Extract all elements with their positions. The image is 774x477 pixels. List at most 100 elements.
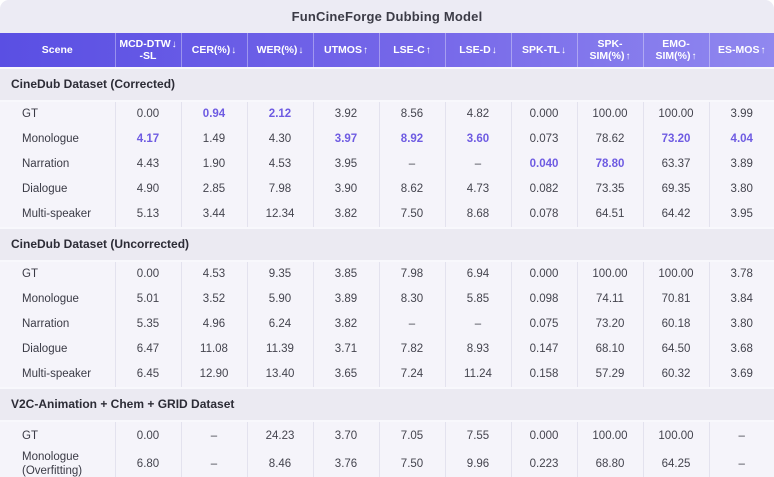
value-cell-spk-tl: 0.000 [510, 261, 577, 287]
value-cell-wer: 2.12 [246, 101, 313, 127]
value-cell-es-mos: 3.68 [708, 337, 774, 362]
value-cell-lse-d: 8.68 [444, 202, 511, 228]
value-cell-spk-tl: 0.098 [510, 287, 577, 312]
value-cell-mcd-dtw: 4.17 [114, 127, 181, 152]
value-cell-es-mos: 3.80 [708, 177, 774, 202]
col-header-label: Scene [41, 43, 73, 56]
value-cell-spk-tl: 0.147 [510, 337, 577, 362]
value-cell-spk-sim: 68.10 [576, 337, 643, 362]
value-cell-wer: 9.35 [246, 261, 313, 287]
value-cell-emo-sim: 64.42 [642, 202, 709, 228]
value-cell-es-mos: 3.78 [708, 261, 774, 287]
value-cell-spk-tl: 0.040 [510, 152, 577, 177]
value-cell-cer: 0.94 [180, 101, 247, 127]
col-header-spk-sim: SPK-SIM(%)↑ [576, 33, 643, 68]
value-cell-emo-sim: 60.18 [642, 312, 709, 337]
value-cell-wer: 6.24 [246, 312, 313, 337]
value-cell-utmos: 3.95 [312, 152, 379, 177]
section-header-label: V2C-Animation + Chem + GRID Dataset [0, 387, 774, 422]
col-header-label: UTMOS [324, 43, 362, 56]
value-cell-wer: 4.53 [246, 152, 313, 177]
value-cell-utmos: 3.89 [312, 287, 379, 312]
table-row-gt: GT 0.00 4.53 9.35 3.85 7.98 6.94 0.000 100.00 100… [0, 261, 774, 287]
value-cell-es-mos: 3.95 [708, 202, 774, 228]
value-cell-spk-tl: 0.000 [510, 101, 577, 127]
value-cell-lse-d: 7.55 [444, 421, 511, 450]
value-cell-emo-sim: 70.81 [642, 287, 709, 312]
value-cell-lse-c: 8.92 [378, 127, 445, 152]
value-cell-emo-sim: 100.00 [642, 261, 709, 287]
col-header-lse-c: LSE-C↑ [378, 33, 445, 68]
col-header-lse-d: LSE-D↓ [444, 33, 511, 68]
table-row-narration: Narration 5.35 4.96 6.24 3.82– –0.075 73.20 60.… [0, 312, 774, 337]
value-cell-lse-d: 8.93 [444, 337, 511, 362]
value-cell-utmos: 3.76 [312, 450, 379, 477]
scene-cell: Dialogue [0, 177, 115, 202]
section-header-label: CineDub Dataset (Uncorrected) [0, 227, 774, 262]
table-row-gt: GT 0.00–24.23 3.70 7.05 7.55 0.000 100.00 100.0… [0, 421, 774, 450]
value-cell-es-mos: 4.04 [708, 127, 774, 152]
table-row-monologue: Monologue 4.17 1.49 4.30 3.97 8.92 3.60 0.073 78… [0, 127, 774, 152]
value-cell-wer: 8.46 [246, 450, 313, 477]
value-cell-spk-tl: 0.075 [510, 312, 577, 337]
value-cell-utmos: 3.97 [312, 127, 379, 152]
table-row-dialogue: Dialogue 6.47 11.08 11.39 3.71 7.82 8.93 0.147 6… [0, 337, 774, 362]
value-cell-es-mos: – [708, 421, 774, 450]
value-cell-spk-tl: 0.073 [510, 127, 577, 152]
value-cell-spk-sim: 100.00 [576, 421, 643, 450]
page-title: FunCineForge Dubbing Model [291, 9, 483, 24]
scene-cell: Narration [0, 152, 115, 177]
col-header-label: SPK-TL [522, 43, 560, 56]
value-cell-lse-c: 8.62 [378, 177, 445, 202]
scene-cell: Monologue [0, 287, 115, 312]
value-cell-cer: 3.44 [180, 202, 247, 228]
value-cell-lse-d: 4.73 [444, 177, 511, 202]
col-header-utmos: UTMOS↑ [312, 33, 379, 68]
value-cell-es-mos: 3.89 [708, 152, 774, 177]
value-cell-lse-c: – [378, 312, 445, 337]
value-cell-cer: 2.85 [180, 177, 247, 202]
value-cell-wer: 11.39 [246, 337, 313, 362]
value-cell-emo-sim: 100.00 [642, 101, 709, 127]
value-cell-lse-c: 8.56 [378, 101, 445, 127]
value-cell-cer: 1.90 [180, 152, 247, 177]
col-header-scene: Scene [0, 33, 115, 68]
scene-cell: Dialogue [0, 337, 115, 362]
up-arrow-icon: ↑ [760, 44, 766, 56]
value-cell-lse-c: – [378, 152, 445, 177]
value-cell-mcd-dtw: 5.13 [114, 202, 181, 228]
value-cell-lse-d: 6.94 [444, 261, 511, 287]
down-arrow-icon: ↓ [231, 44, 237, 56]
col-header-label: LSE-D [459, 43, 491, 56]
value-cell-es-mos: – [708, 450, 774, 477]
value-cell-spk-sim: 73.35 [576, 177, 643, 202]
value-cell-spk-sim: 74.11 [576, 287, 643, 312]
value-cell-spk-tl: 0.078 [510, 202, 577, 228]
table-row-gt: GT 0.00 0.94 2.12 3.92 8.56 4.82 0.000 100.00 100… [0, 101, 774, 127]
value-cell-utmos: 3.90 [312, 177, 379, 202]
value-cell-lse-d: 3.60 [444, 127, 511, 152]
value-cell-utmos: 3.82 [312, 312, 379, 337]
value-cell-spk-sim: 78.62 [576, 127, 643, 152]
col-header-label: WER(%) [256, 43, 298, 56]
value-cell-utmos: 3.65 [312, 362, 379, 388]
value-cell-mcd-dtw: 6.45 [114, 362, 181, 388]
value-cell-lse-d: 4.82 [444, 101, 511, 127]
title-band: FunCineForge Dubbing Model [0, 0, 774, 33]
scene-cell: Monologue (Overfitting) [0, 450, 115, 477]
value-cell-lse-c: 7.05 [378, 421, 445, 450]
value-cell-lse-c: 7.24 [378, 362, 445, 388]
value-cell-lse-c: 7.82 [378, 337, 445, 362]
col-header-label: LSE-C [393, 43, 425, 56]
value-cell-spk-sim: 100.00 [576, 261, 643, 287]
value-cell-mcd-dtw: 0.00 [114, 261, 181, 287]
value-cell-spk-tl: 0.082 [510, 177, 577, 202]
value-cell-utmos: 3.71 [312, 337, 379, 362]
value-cell-emo-sim: 60.32 [642, 362, 709, 388]
up-arrow-icon: ↑ [362, 44, 368, 56]
value-cell-mcd-dtw: 0.00 [114, 101, 181, 127]
down-arrow-icon: ↓ [171, 38, 177, 50]
col-header-label: EMO-SIM(%) [655, 37, 691, 62]
value-cell-mcd-dtw: 6.80 [114, 450, 181, 477]
